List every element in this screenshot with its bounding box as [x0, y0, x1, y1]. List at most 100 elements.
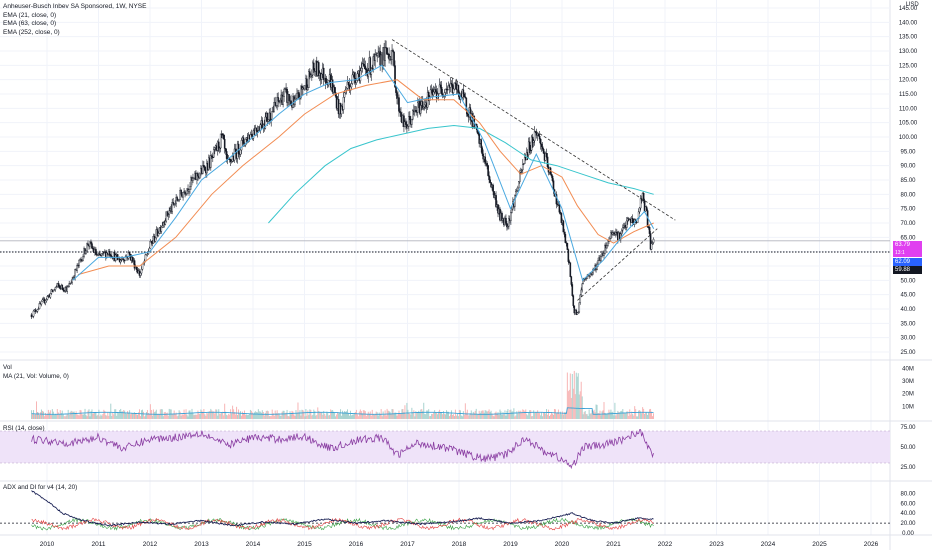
candle-body: [300, 85, 302, 99]
volume-bar: [536, 412, 538, 419]
adx-label[interactable]: ADX and DI for v4 (14, 20): [3, 484, 78, 491]
candle-body: [652, 238, 655, 243]
candle-body: [160, 226, 163, 232]
volume-bar: [440, 412, 442, 419]
candle-body: [421, 101, 424, 109]
volume-bar: [33, 410, 35, 419]
candle-body: [551, 175, 554, 181]
volume-bar: [358, 411, 360, 419]
volume-bar: [636, 416, 638, 419]
ema63-legend[interactable]: EMA (63, close, 0): [3, 20, 57, 28]
volume-bar: [490, 410, 492, 419]
volume-bar: [472, 411, 474, 419]
volume-bar: [465, 412, 467, 419]
candle-body: [184, 191, 186, 195]
volume-bar: [106, 415, 108, 419]
volume-ma-line: [31, 407, 654, 415]
candle-body: [581, 283, 584, 291]
volume-bar: [578, 394, 580, 419]
candle-body: [360, 68, 363, 72]
volume-bar: [582, 414, 584, 419]
candle-body: [355, 80, 358, 83]
candle-body: [218, 147, 221, 149]
volume-bar: [107, 412, 109, 419]
volume-bar: [545, 413, 547, 419]
volume-bar: [286, 409, 288, 419]
time-tick-label: 2025: [812, 541, 827, 548]
candle-body: [488, 175, 490, 180]
volume-bar: [576, 376, 578, 419]
volume-bar: [497, 412, 499, 419]
volume-bar: [242, 413, 244, 419]
candle-body: [495, 195, 497, 207]
volume-bar: [133, 413, 135, 419]
volume-bar: [565, 411, 567, 419]
last-badge-value: 62.09: [895, 259, 911, 265]
volume-bar: [468, 415, 470, 419]
candle-body: [408, 116, 410, 127]
volume-bar: [198, 413, 200, 419]
price-tick-label: 115.00: [899, 92, 918, 98]
vol-label[interactable]: Vol: [3, 364, 12, 371]
candle-body: [101, 253, 103, 256]
candle-body: [422, 106, 425, 109]
volume-bar: [540, 415, 542, 419]
price-tick-label: 30.00: [900, 336, 916, 342]
candle-body: [34, 309, 37, 312]
volume-bar: [314, 411, 316, 419]
candle-body: [409, 116, 411, 121]
price-tick-label: 145.00: [899, 6, 918, 12]
volume-bar: [580, 381, 582, 419]
volume-bar: [315, 415, 317, 419]
volume-bar: [121, 411, 123, 419]
volume-bar: [240, 411, 242, 419]
volume-bar: [269, 416, 271, 419]
rsi-line: [31, 429, 654, 470]
volume-bar: [455, 415, 457, 419]
currency-label[interactable]: USD: [906, 2, 919, 8]
volume-bar: [646, 412, 648, 419]
volume-bar: [555, 413, 557, 419]
candle-body: [626, 218, 629, 222]
volume-bar: [480, 411, 482, 419]
volume-bar: [588, 409, 590, 419]
candle-body: [356, 73, 359, 81]
rsi-label[interactable]: RSI (14, close): [3, 425, 45, 432]
candle-body: [432, 91, 435, 96]
ema252-legend[interactable]: EMA (252, close, 0): [3, 28, 60, 36]
volume-bar: [652, 416, 654, 419]
candle-body: [563, 231, 566, 235]
volume-bar: [609, 411, 611, 419]
volume-bar: [200, 409, 202, 419]
candle-body: [396, 92, 398, 99]
candle-body: [148, 248, 151, 252]
adx-line: [31, 490, 654, 527]
volume-bar: [653, 413, 655, 419]
ema21-legend[interactable]: EMA (21, close, 0): [3, 11, 57, 19]
candle-body: [222, 135, 225, 140]
volume-bar: [109, 412, 111, 419]
volume-bar: [397, 413, 399, 419]
volume-bar: [319, 411, 321, 419]
volume-bar: [479, 412, 481, 419]
volume-bar: [189, 410, 191, 419]
volume-bar: [353, 412, 355, 419]
price-tick-label: 70.00: [900, 221, 916, 227]
vol-ma-label[interactable]: MA (21, Vol: Volume, 0): [3, 372, 69, 380]
volume-bar: [122, 411, 124, 419]
volume-bar: [491, 413, 493, 419]
volume-bar: [212, 411, 214, 419]
volume-bar: [363, 410, 365, 419]
volume-bar: [79, 409, 81, 419]
volume-bar: [404, 405, 406, 419]
candle-body: [307, 87, 309, 91]
candle-body: [452, 88, 455, 93]
volume-bar: [76, 414, 78, 419]
volume-bar: [313, 409, 315, 419]
volume-bar: [203, 409, 205, 419]
candle-body: [434, 89, 437, 92]
time-tick-label: 2026: [864, 541, 879, 548]
candle-body: [109, 255, 112, 257]
volume-bar: [573, 370, 575, 419]
